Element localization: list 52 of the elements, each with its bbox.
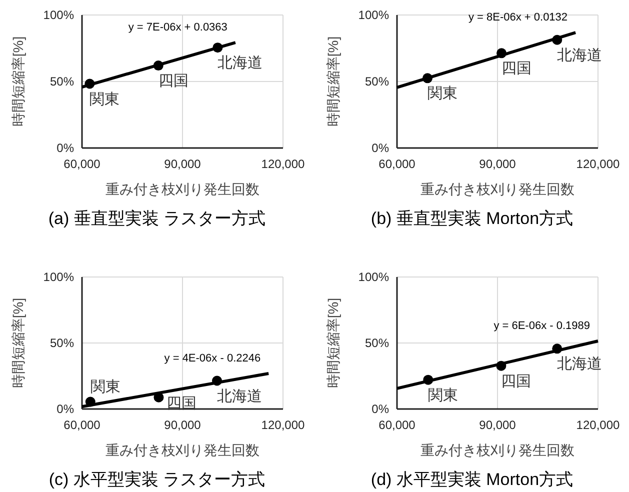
y-tick-label: 50% bbox=[364, 336, 390, 350]
x-tick-label: 120,000 bbox=[261, 157, 306, 171]
annotation: y = 4E-06x - 0.2246 bbox=[164, 352, 261, 364]
annotation: 関東 bbox=[428, 386, 458, 404]
annotation: 北海道 bbox=[218, 54, 263, 72]
annotation: 四国 bbox=[502, 60, 532, 78]
annotation: y = 8E-06x + 0.0132 bbox=[468, 12, 568, 24]
y-axis-title: 時間短縮率[%] bbox=[325, 298, 341, 388]
y-tick-label: 0% bbox=[372, 402, 390, 416]
annotation: 関東 bbox=[90, 378, 120, 396]
y-tick-label: 50% bbox=[50, 74, 74, 88]
x-tick-label: 90,000 bbox=[479, 418, 516, 432]
y-tick-label: 0% bbox=[372, 141, 390, 155]
y-tick-label: 0% bbox=[56, 141, 74, 155]
text: (a) 垂直型実装 ラスター方式 bbox=[48, 209, 266, 228]
x-tick-label: 120,000 bbox=[576, 418, 620, 432]
annotation: 四国 bbox=[166, 395, 197, 412]
annotation: 四国 bbox=[158, 72, 188, 90]
annotation: 北海道 bbox=[217, 388, 262, 405]
y-tick-label: 50% bbox=[364, 74, 390, 88]
x-tick-label: 120,000 bbox=[261, 418, 306, 432]
y-axis-title: 時間短縮率[%] bbox=[10, 298, 26, 388]
x-axis-title: 重み付き枝刈り発生回数 bbox=[106, 181, 260, 197]
annotation: y = 7E-06x + 0.0363 bbox=[128, 22, 228, 34]
x-tick-label: 90,000 bbox=[479, 157, 516, 171]
x-tick-label: 60,000 bbox=[64, 418, 101, 432]
annotation: 関東 bbox=[90, 90, 120, 108]
y-tick-label: 100% bbox=[43, 270, 74, 284]
y-axis-title: 時間短縮率[%] bbox=[325, 36, 341, 127]
x-axis-title: 重み付き枝刈り発生回数 bbox=[420, 442, 574, 458]
annotation: 四国 bbox=[501, 372, 532, 390]
x-tick-label: 60,000 bbox=[378, 157, 416, 171]
x-tick-label: 90,000 bbox=[164, 157, 202, 171]
text: (d) 水平型実装 Morton方式 bbox=[370, 470, 574, 489]
y-tick-label: 0% bbox=[56, 402, 74, 416]
annotation: 北海道 bbox=[557, 356, 602, 373]
annotation: 北海道 bbox=[557, 46, 602, 64]
y-tick-label: 100% bbox=[43, 8, 74, 22]
y-tick-label: 100% bbox=[358, 270, 390, 284]
y-axis-title: 時間短縮率[%] bbox=[10, 36, 26, 127]
annotation: y = 6E-06x - 0.1989 bbox=[494, 320, 590, 332]
text: (b) 垂直型実装 Morton方式 bbox=[370, 209, 574, 228]
x-axis-title: 重み付き枝刈り発生回数 bbox=[106, 442, 260, 458]
y-tick-label: 100% bbox=[358, 8, 390, 22]
x-tick-label: 60,000 bbox=[378, 418, 416, 432]
x-tick-label: 120,000 bbox=[576, 157, 620, 171]
annotation: 関東 bbox=[427, 85, 458, 102]
x-tick-label: 60,000 bbox=[64, 157, 101, 171]
y-tick-label: 50% bbox=[50, 336, 74, 350]
x-tick-label: 90,000 bbox=[164, 418, 202, 432]
x-axis-title: 重み付き枝刈り発生回数 bbox=[420, 181, 574, 197]
text: (c) 水平型実装 ラスター方式 bbox=[48, 470, 266, 489]
